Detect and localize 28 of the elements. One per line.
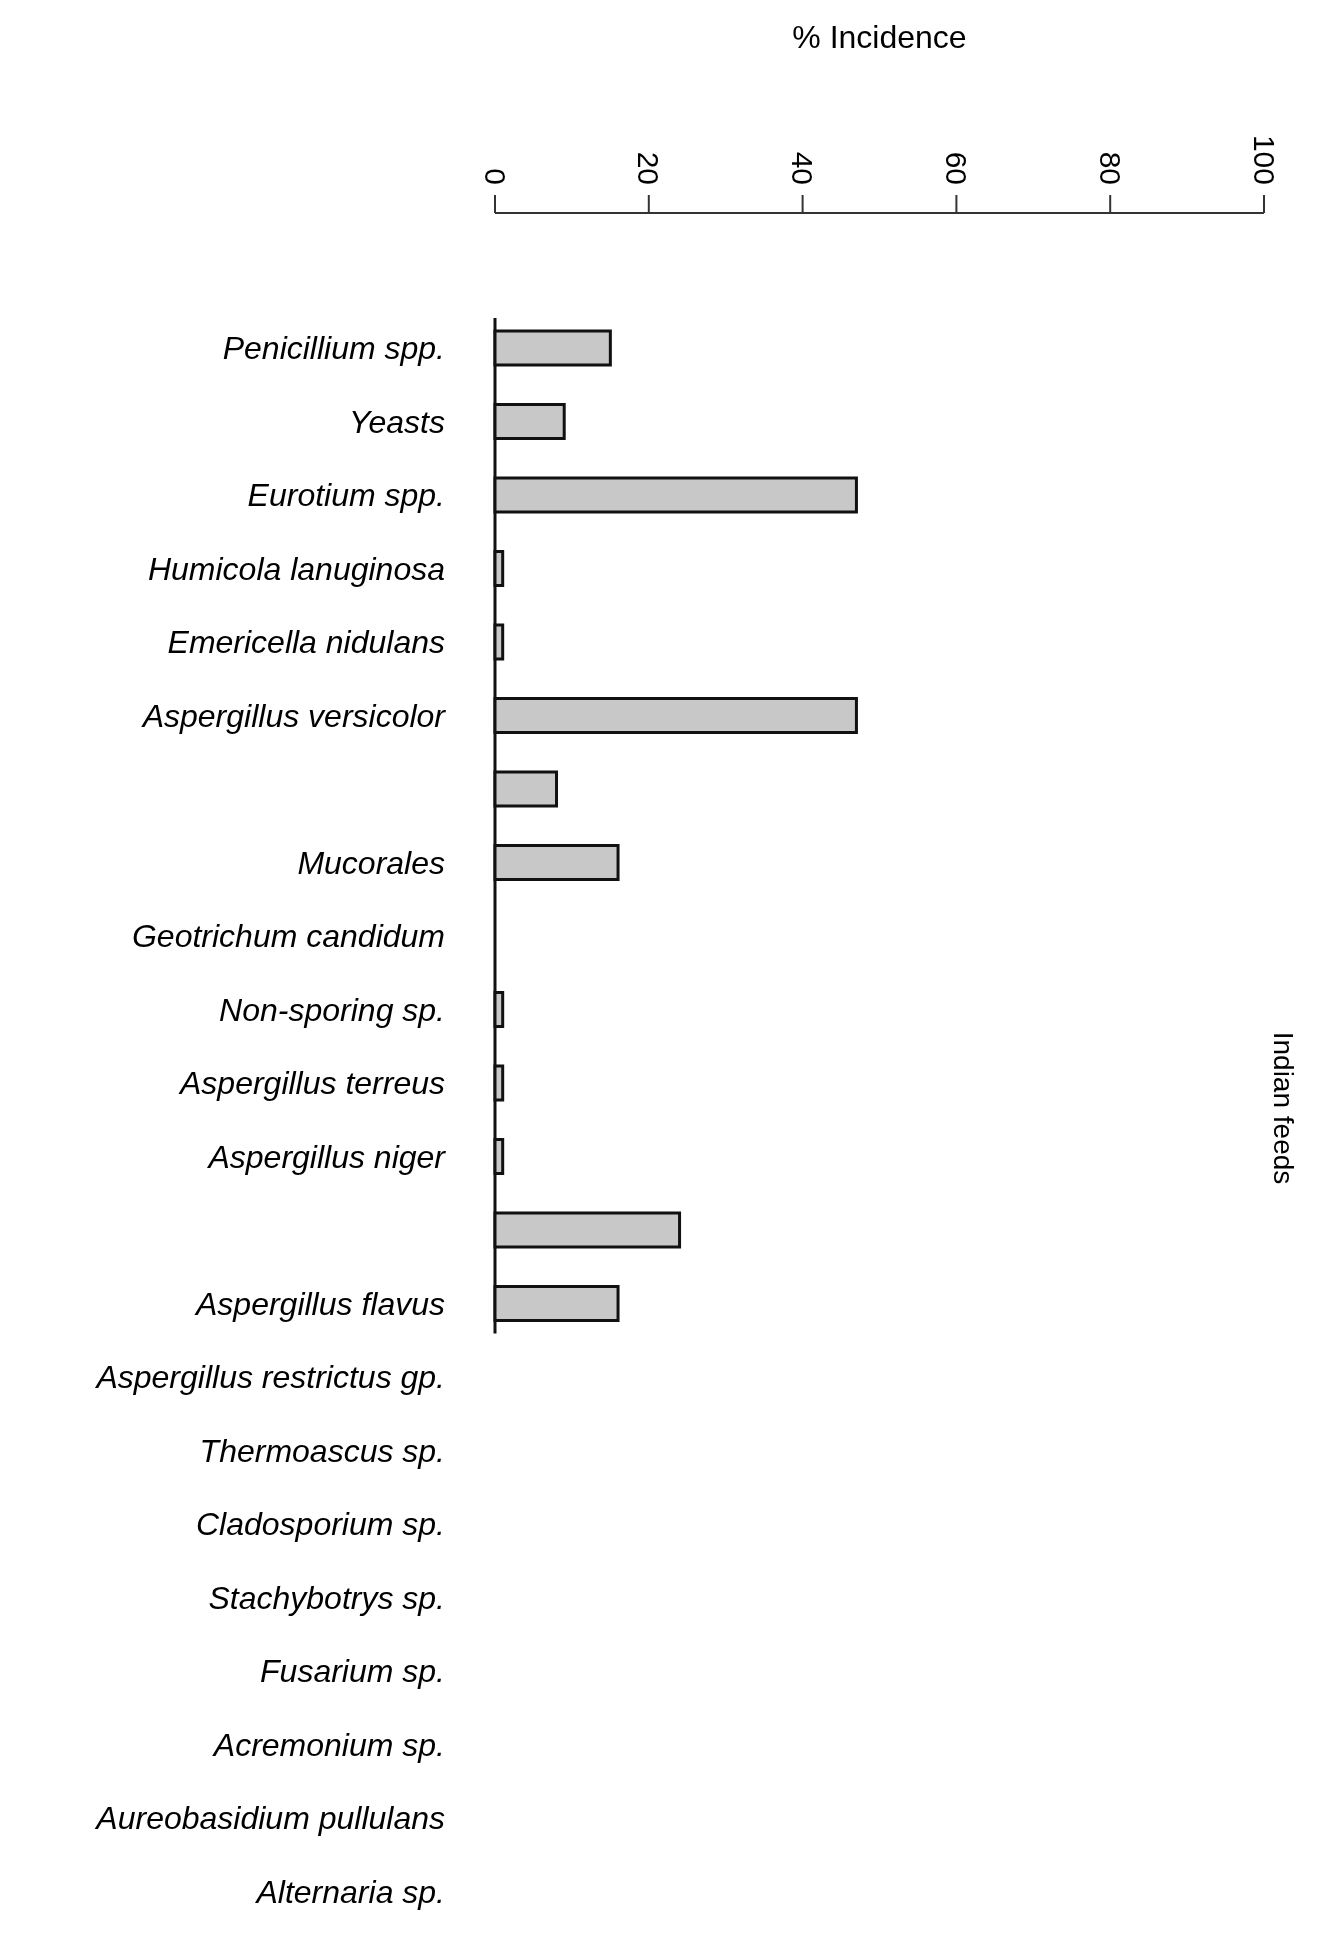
x-tick-label: 0: [478, 168, 512, 185]
y-axis-title: Indian feeds: [1267, 1031, 1299, 1185]
y-tick-label: Emericella nidulans: [167, 624, 445, 660]
x-tick-label: 80: [1093, 151, 1127, 185]
y-tick-label: Aspergillus restrictus gp.: [94, 1359, 445, 1395]
y-tick-label: Fusarium sp.: [260, 1653, 445, 1689]
y-tick-label: Non-sporing sp.: [219, 991, 445, 1028]
y-tick-label: Acremonium sp.: [211, 1726, 445, 1763]
y-tick-label: Aspergillus niger: [206, 1138, 447, 1175]
y-tick-label: Eurotium spp.: [247, 477, 445, 513]
x-tick-label: 100: [1247, 134, 1281, 185]
y-tick-label: Mucorales: [297, 844, 445, 881]
y-tick-label: Aspergillus flavus: [194, 1285, 445, 1322]
y-tick-label: Alternaria sp.: [254, 1873, 445, 1910]
y-tick-label: Aspergillus terreus: [178, 1065, 445, 1101]
x-tick-label: 60: [939, 151, 973, 185]
y-tick-label: Aureobasidium pullulans: [94, 1800, 445, 1836]
y-tick-label: Geotrichum candidum: [131, 918, 445, 954]
y-tick-label: Thermoascus sp.: [199, 1432, 445, 1469]
y-tick-label: Aspergillus versicolor: [140, 697, 447, 734]
x-axis-title: % Incidence: [792, 19, 967, 55]
y-tick-label: Humicola lanuginosa: [147, 550, 445, 587]
y-tick-label: Penicillium spp.: [222, 330, 445, 366]
x-tick-label: 40: [786, 151, 820, 185]
y-tick-label: Cladosporium sp.: [196, 1506, 445, 1542]
y-tick-label: Yeasts: [348, 403, 445, 440]
x-tick-label: 20: [632, 151, 666, 185]
y-tick-label: Stachybotrys sp.: [208, 1579, 445, 1616]
